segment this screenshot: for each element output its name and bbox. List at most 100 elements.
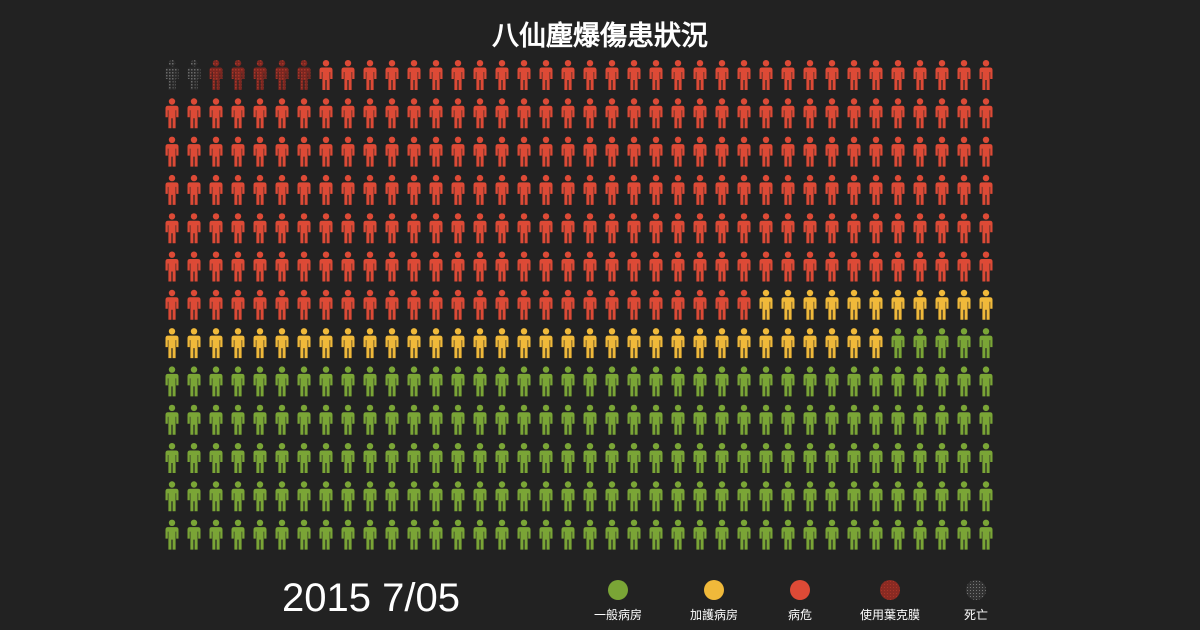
person-critical (341, 289, 355, 320)
person-ecmo (209, 60, 223, 90)
person-icu (495, 328, 509, 359)
legend-dot-death (966, 580, 986, 600)
person-critical (209, 174, 223, 205)
person-critical (319, 289, 333, 320)
person-critical (561, 213, 575, 244)
person-critical (429, 136, 443, 167)
legend-dot-ecmo (880, 580, 900, 600)
person-general (869, 366, 883, 397)
person-critical (935, 174, 949, 205)
person-critical (693, 60, 707, 90)
person-general (891, 366, 905, 397)
person-critical (187, 174, 201, 205)
person-general (825, 519, 839, 550)
person-general (583, 519, 597, 550)
person-critical (341, 174, 355, 205)
person-critical (627, 289, 641, 320)
person-icu (759, 289, 773, 320)
person-general (913, 519, 927, 550)
person-general (957, 328, 971, 359)
person-critical (913, 174, 927, 205)
person-general (517, 366, 531, 397)
person-critical (825, 251, 839, 282)
person-general (627, 404, 641, 435)
person-general (847, 481, 861, 512)
person-general (297, 443, 311, 473)
person-critical (253, 213, 267, 244)
person-general (495, 404, 509, 435)
person-critical (605, 251, 619, 282)
person-general (979, 519, 993, 550)
person-critical (341, 213, 355, 244)
person-general (363, 404, 377, 435)
person-critical (583, 174, 597, 205)
person-critical (561, 136, 575, 167)
person-critical (583, 98, 597, 129)
person-critical (935, 98, 949, 129)
person-general (363, 366, 377, 397)
person-general (231, 519, 245, 550)
person-critical (297, 174, 311, 205)
person-general (803, 366, 817, 397)
person-general (913, 366, 927, 397)
person-critical (451, 98, 465, 129)
person-critical (737, 289, 751, 320)
person-critical (385, 174, 399, 205)
person-icu (165, 328, 179, 359)
person-general (319, 443, 333, 473)
person-general (231, 443, 245, 473)
person-general (517, 481, 531, 512)
person-general (473, 443, 487, 473)
person-critical (517, 289, 531, 320)
person-critical (957, 98, 971, 129)
person-critical (825, 60, 839, 90)
person-critical (693, 136, 707, 167)
person-general (451, 519, 465, 550)
person-critical (891, 60, 905, 90)
legend-label-general: 一般病房 (593, 608, 642, 622)
person-critical (737, 98, 751, 129)
person-general (451, 481, 465, 512)
person-general (715, 366, 729, 397)
person-critical (253, 251, 267, 282)
person-critical (715, 136, 729, 167)
person-icu (847, 289, 861, 320)
person-general (605, 519, 619, 550)
person-general (429, 443, 443, 473)
person-general (759, 443, 773, 473)
person-critical (693, 251, 707, 282)
person-general (253, 519, 267, 550)
person-general (737, 481, 751, 512)
person-icu (715, 328, 729, 359)
person-icu (341, 328, 355, 359)
person-general (979, 443, 993, 473)
person-critical (671, 174, 685, 205)
person-general (407, 481, 421, 512)
person-critical (539, 289, 553, 320)
person-critical (275, 98, 289, 129)
person-critical (737, 251, 751, 282)
person-critical (957, 251, 971, 282)
person-general (759, 366, 773, 397)
person-critical (187, 289, 201, 320)
person-critical (891, 213, 905, 244)
person-general (781, 481, 795, 512)
person-general (187, 481, 201, 512)
person-critical (407, 60, 421, 90)
person-general (187, 404, 201, 435)
person-icu (737, 328, 751, 359)
person-general (979, 481, 993, 512)
person-ecmo (231, 60, 245, 90)
person-icu (385, 328, 399, 359)
person-critical (165, 213, 179, 244)
person-general (671, 519, 685, 550)
person-general (187, 366, 201, 397)
person-general (649, 443, 663, 473)
person-general (825, 366, 839, 397)
person-critical (759, 136, 773, 167)
person-general (583, 404, 597, 435)
person-critical (275, 251, 289, 282)
person-general (781, 404, 795, 435)
person-icu (275, 328, 289, 359)
person-general (781, 519, 795, 550)
